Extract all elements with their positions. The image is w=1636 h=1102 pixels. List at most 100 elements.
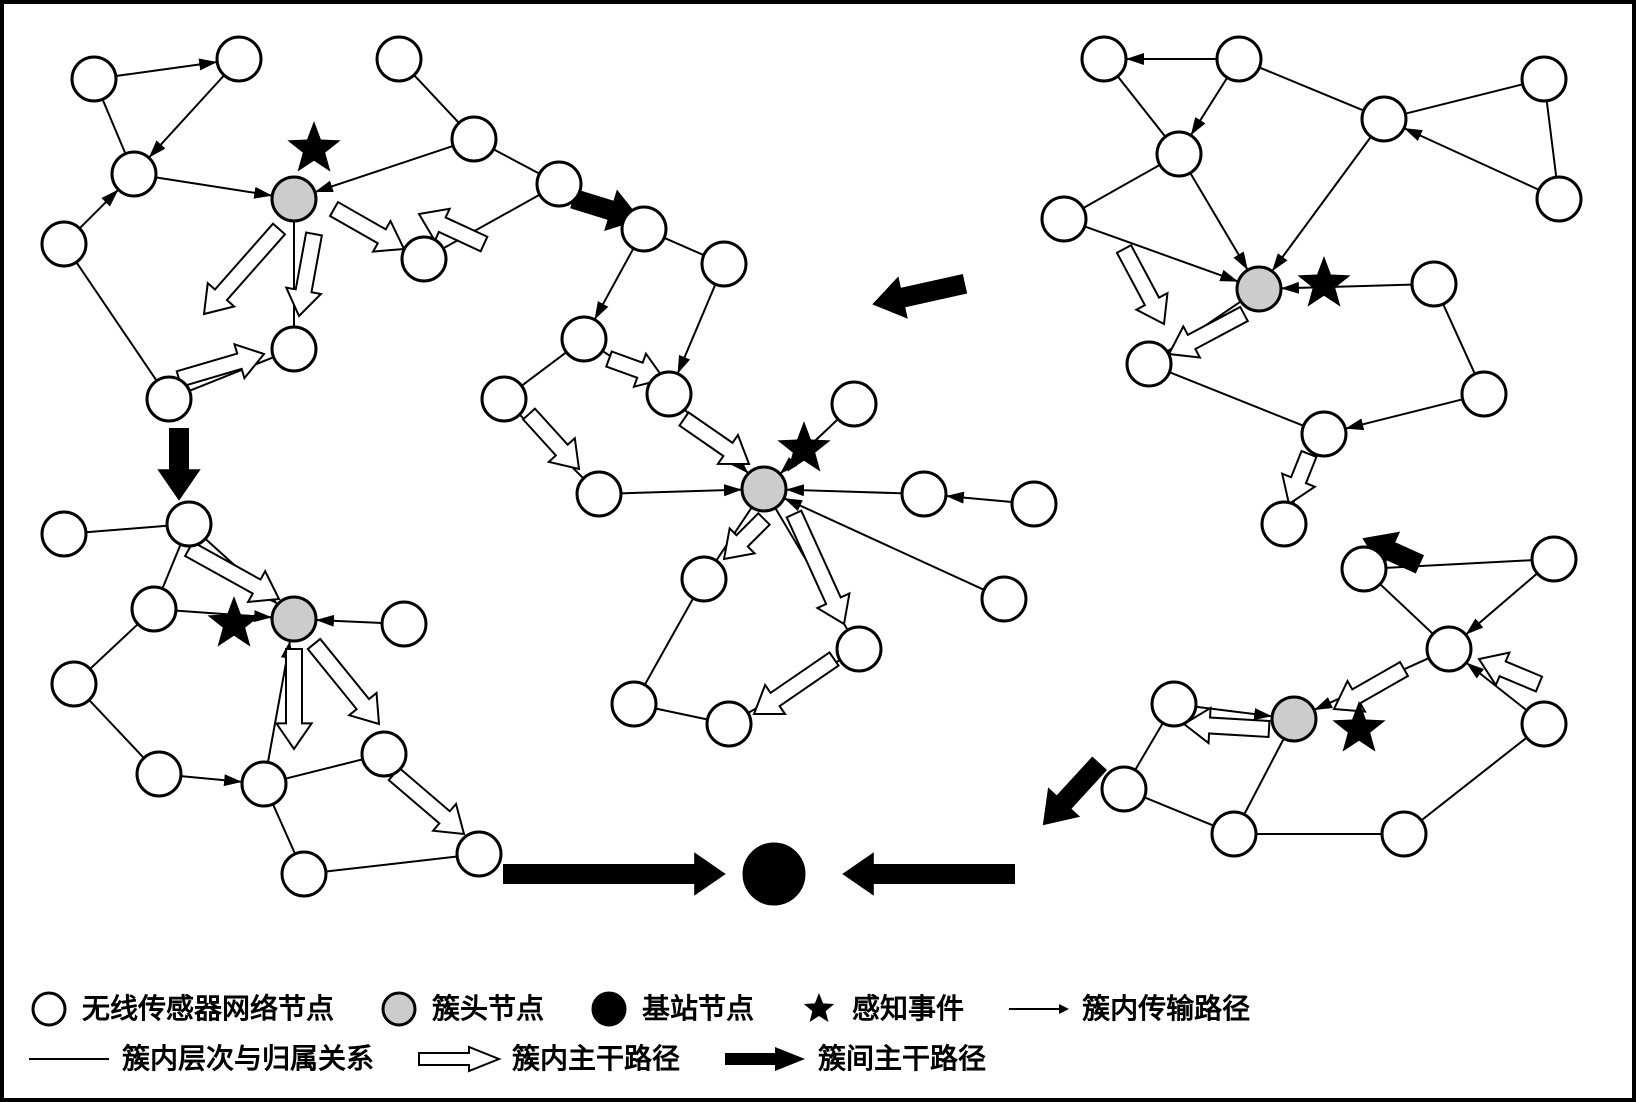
sensor-node (1412, 262, 1456, 306)
intra-cluster-edge (149, 75, 224, 158)
sensor-node (1152, 682, 1196, 726)
sensor-node (682, 557, 726, 601)
legend-label: 簇头节点 (432, 988, 544, 1030)
intra-cluster-backbone-arrow (286, 233, 322, 316)
intra-cluster-edge (86, 526, 167, 532)
sensor-node (1522, 702, 1566, 746)
sensor-node (1302, 412, 1346, 456)
intra-cluster-edge (595, 248, 634, 319)
sensor-node (612, 682, 656, 726)
cluster-head-icon (374, 989, 424, 1029)
sensor-node (1012, 482, 1056, 526)
sensor-node (217, 37, 261, 81)
sensor-node (452, 117, 496, 161)
legend-label: 簇内传输路径 (1082, 988, 1250, 1030)
legend-item: 感知事件 (794, 988, 964, 1030)
intra-cluster-edge (273, 804, 295, 854)
intra-cluster-edge (162, 544, 180, 588)
intra-cluster-backbone-arrow (204, 224, 285, 314)
legend-label: 簇间主干路径 (818, 1038, 986, 1080)
intra-cluster-edge (656, 709, 708, 720)
intra-cluster-backbone-arrow (787, 511, 850, 624)
star-icon (794, 989, 844, 1029)
sensor-node (1127, 342, 1171, 386)
sensor-node (1532, 537, 1576, 581)
sensor-node (1042, 197, 1086, 241)
sensor-node (457, 832, 501, 876)
intra-cluster-backbone-arrow (330, 202, 404, 252)
intra-cluster-edge (1244, 739, 1284, 815)
sensor-node (1262, 502, 1306, 546)
sensor-node (832, 382, 876, 426)
intra-cluster-edge (1135, 723, 1163, 770)
intra-cluster-edge (315, 146, 453, 192)
intra-cluster-edge (645, 598, 694, 685)
intra-cluster-edge (1118, 76, 1166, 136)
legend-label: 簇内主干路径 (512, 1038, 680, 1080)
intra-cluster-backbone-arrow (1184, 708, 1269, 743)
intra-cluster-edge (1281, 285, 1412, 289)
sensor-node (1382, 812, 1426, 856)
intra-cluster-edge (89, 700, 144, 758)
sensor-node (537, 162, 581, 206)
sensor-node (377, 37, 421, 81)
intra-cluster-backbone-arrow (754, 652, 839, 714)
event-star-icon (287, 121, 340, 172)
legend-item: 簇间主干路径 (720, 1038, 986, 1080)
solid-arrow-icon (720, 1039, 810, 1079)
intra-cluster-edge (621, 490, 742, 494)
intra-cluster-backbone-arrow (1117, 245, 1168, 324)
sensor-node (52, 662, 96, 706)
legend-label: 感知事件 (852, 988, 964, 1030)
intra-cluster-edge (1466, 573, 1538, 634)
intra-cluster-edge (1404, 128, 1539, 190)
intra-cluster-edge (1191, 78, 1228, 136)
intra-cluster-backbone-arrow (679, 412, 749, 464)
event-star-icon (777, 421, 830, 472)
event-star-icon (1297, 256, 1350, 307)
cluster-head-node (272, 177, 316, 221)
sensor-node (137, 752, 181, 796)
intra-cluster-edge (678, 284, 716, 373)
sensor-node (1462, 372, 1506, 416)
intra-cluster-edge (103, 99, 126, 153)
sensor-node (1102, 767, 1146, 811)
sensor-node (1342, 547, 1386, 591)
inter-cluster-backbone-arrow (874, 275, 966, 317)
base-station-icon (584, 989, 634, 1029)
sensor-node (272, 327, 316, 371)
intra-cluster-backbone-arrow (724, 513, 770, 559)
sensor-node (1217, 37, 1261, 81)
intra-cluster-edge (76, 262, 156, 381)
sensor-node (1362, 97, 1406, 141)
sensor-node (112, 152, 156, 196)
intra-cluster-edge (786, 490, 902, 494)
intra-cluster-edge (1083, 165, 1160, 208)
legend-item: 簇内层次与归属关系 (24, 1038, 374, 1080)
intra-cluster-backbone-arrow (1479, 653, 1542, 692)
sensor-node (42, 222, 86, 266)
legend-item: 基站节点 (584, 988, 754, 1030)
sensor-node (402, 237, 446, 281)
inter-cluster-backbone-arrow (844, 854, 1014, 894)
intra-cluster-backbone-arrow (389, 768, 464, 834)
event-star-icon (207, 596, 260, 647)
intra-cluster-backbone-arrow (1334, 662, 1408, 712)
legend-item: 无线传感器网络节点 (24, 988, 334, 1030)
sensor-node (282, 852, 326, 896)
intra-cluster-backbone-arrow (308, 639, 379, 724)
legend-label: 簇内层次与归属关系 (122, 1038, 374, 1080)
hollow-arrow-icon (414, 1039, 504, 1079)
sensor-node (1427, 627, 1471, 671)
sensor-node (1157, 132, 1201, 176)
inter-cluster-backbone-arrow (1044, 758, 1106, 824)
sensor-node (1537, 177, 1581, 221)
intra-cluster-edge (1085, 226, 1239, 281)
legend-item: 簇内传输路径 (1004, 988, 1250, 1030)
thin-arrow-icon (1004, 989, 1074, 1029)
sensor-node (902, 472, 946, 516)
sensor-node (707, 702, 751, 746)
intra-cluster-backbone-arrow (1169, 307, 1248, 358)
sensor-node (982, 577, 1026, 621)
intra-cluster-edge (285, 759, 362, 778)
